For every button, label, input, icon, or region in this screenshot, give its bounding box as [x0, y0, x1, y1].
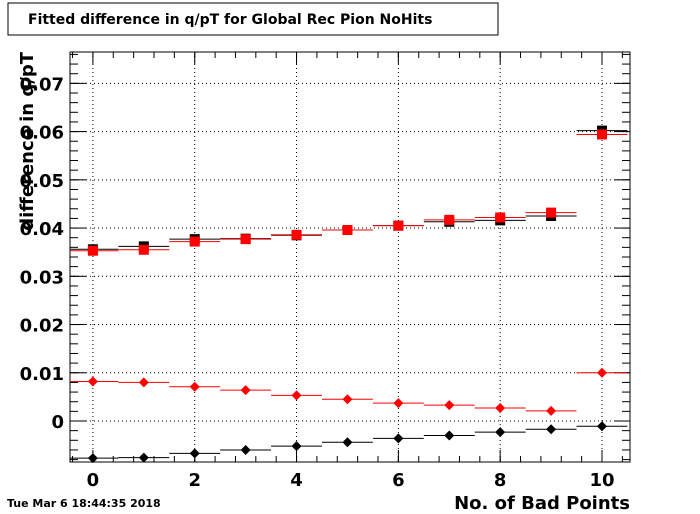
- diamond-point: [189, 381, 200, 392]
- diamond-point: [138, 377, 149, 388]
- diamond-point: [597, 367, 607, 378]
- x-tick-label: 6: [392, 470, 405, 491]
- diamond-point: [87, 453, 98, 464]
- square-point: [240, 234, 251, 245]
- diamond-point: [495, 427, 506, 438]
- y-tick-labels: 0 0.01 0.02 0.03 0.04 0.05 0.06 0.07: [20, 74, 64, 433]
- timestamp: Tue Mar 6 18:44:35 2018: [7, 497, 161, 510]
- diamond-point: [546, 424, 557, 435]
- diamond-point: [597, 421, 607, 432]
- square-point: [597, 129, 607, 140]
- diamond-point: [240, 444, 251, 455]
- y-tick-label: 0.05: [20, 171, 64, 192]
- y-tick-label: 0.06: [20, 123, 64, 144]
- square-point: [342, 224, 353, 235]
- x-axis-title: No. of Bad Points: [454, 493, 630, 514]
- diamond-point: [393, 433, 404, 444]
- x-tick-label: 0: [87, 470, 100, 491]
- x-tick-label: 4: [290, 470, 303, 491]
- series-3: [70, 367, 628, 416]
- diamond-point: [189, 448, 200, 459]
- y-tick-label: 0.02: [20, 316, 64, 337]
- x-tick-label: 10: [589, 470, 614, 491]
- diamond-point: [342, 437, 353, 448]
- diamond-point: [546, 405, 557, 416]
- title-box: [7, 2, 499, 36]
- square-point: [546, 207, 557, 218]
- series-2: [70, 421, 628, 464]
- y-tick-label: 0.01: [20, 364, 64, 385]
- y-tick-label: 0: [51, 412, 64, 433]
- diamond-point: [444, 400, 455, 411]
- x-tick-labels: 0 2 4 6 8 10: [87, 470, 615, 491]
- square-point: [87, 245, 98, 256]
- square-point: [291, 229, 302, 240]
- y-tick-label: 0.04: [20, 219, 64, 240]
- diamond-point: [240, 385, 251, 396]
- diamond-point: [291, 441, 302, 452]
- diamond-point: [291, 390, 302, 401]
- x-tick-label: 8: [494, 470, 507, 491]
- chart-title: Fitted difference in q/pT for Global Rec…: [28, 12, 432, 28]
- y-tick-label: 0.03: [20, 267, 64, 288]
- y-axis-title: difference in q/pT: [17, 51, 38, 230]
- diamond-point: [138, 452, 149, 463]
- square-point: [138, 244, 149, 255]
- diamond-point: [393, 398, 404, 409]
- square-point: [189, 236, 200, 247]
- diamond-point: [444, 430, 455, 441]
- diamond-point: [495, 402, 506, 413]
- square-point: [444, 214, 455, 225]
- square-point: [393, 220, 404, 231]
- x-tick-label: 2: [188, 470, 201, 491]
- y-tick-label: 0.07: [20, 74, 64, 95]
- data-series: [70, 125, 628, 464]
- series-1: [70, 129, 628, 256]
- diamond-point: [342, 394, 353, 405]
- diamond-point: [87, 376, 98, 387]
- square-point: [495, 212, 506, 223]
